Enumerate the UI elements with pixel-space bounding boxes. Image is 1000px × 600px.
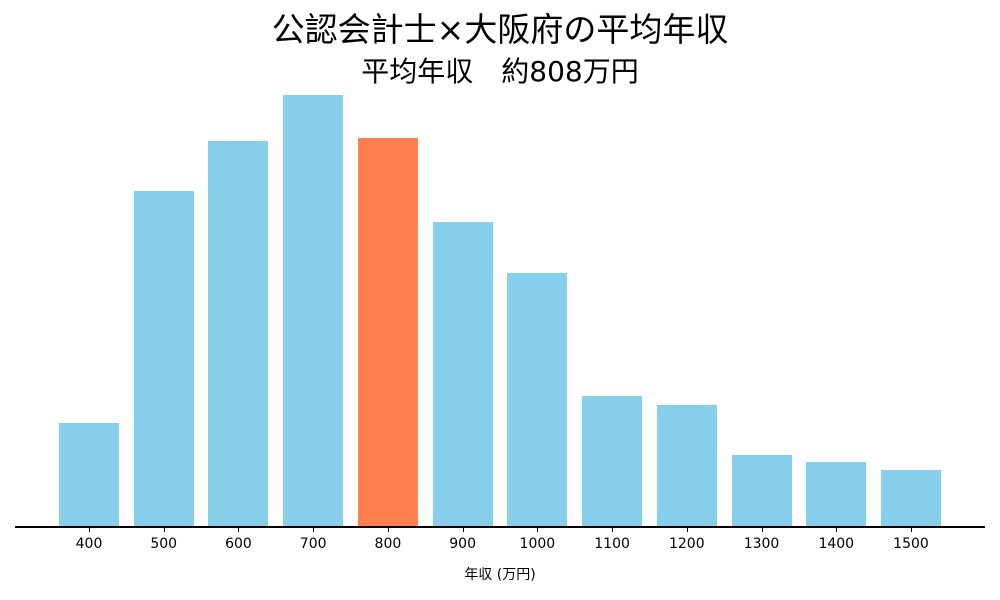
x-tick	[463, 527, 464, 532]
bar-1300	[731, 455, 792, 527]
x-tick-label: 1000	[519, 536, 556, 552]
x-axis-line	[15, 526, 985, 528]
x-tick	[911, 527, 912, 532]
x-tick-label: 700	[299, 536, 327, 552]
bar-900	[432, 222, 493, 527]
x-tick-label: 900	[449, 536, 476, 552]
x-tick-label: 1200	[668, 536, 705, 552]
x-tick	[836, 527, 837, 532]
x-tick-label: 400	[75, 536, 103, 552]
x-tick	[537, 527, 538, 532]
x-tick	[89, 527, 90, 532]
bar-400	[59, 423, 119, 527]
x-tick	[762, 527, 763, 532]
plot-area	[15, 80, 985, 527]
bar-1100	[582, 396, 643, 527]
bar-1000	[507, 273, 568, 527]
bar-600	[208, 141, 269, 527]
x-tick-label: 500	[150, 536, 178, 552]
chart-title: 公認会計士×大阪府の平均年収	[271, 10, 729, 49]
x-tick-label: 600	[225, 536, 252, 552]
x-tick	[612, 527, 613, 532]
x-tick-label: 1500	[893, 536, 929, 552]
bar-700	[283, 95, 344, 527]
x-tick-label: 800	[374, 536, 402, 552]
bar-1200	[656, 405, 717, 527]
x-axis-label: 年収 (万円)	[464, 567, 536, 583]
x-tick-label: 1300	[743, 536, 780, 552]
chart-subtitle: 平均年収 約808万円	[361, 55, 639, 88]
x-tick	[687, 527, 688, 532]
bar-500	[133, 191, 194, 527]
bar-1500	[881, 470, 941, 527]
x-tick-label: 1100	[594, 536, 630, 552]
x-tick	[388, 527, 389, 532]
bar-800	[357, 138, 418, 527]
x-tick	[313, 527, 314, 532]
x-tick	[164, 527, 165, 532]
x-tick-label: 1400	[818, 536, 855, 552]
x-tick	[238, 527, 239, 532]
bar-1400	[806, 462, 867, 527]
